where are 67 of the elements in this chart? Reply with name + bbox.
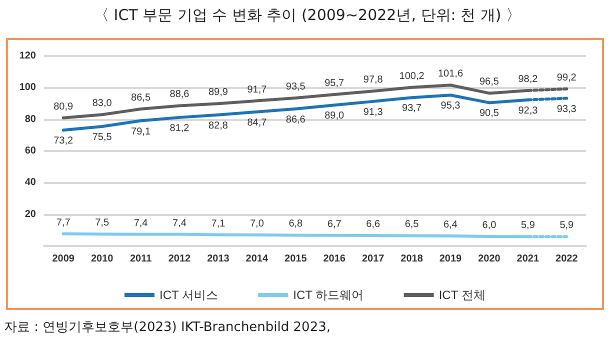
- data-label: 89,9: [208, 87, 228, 98]
- x-tick-label: 2009: [52, 254, 75, 264]
- text: 자료 : 연빙기후보호부(2023) IKT-Branchenbild 2023,: [4, 319, 330, 336]
- data-label: 89,0: [324, 110, 345, 122]
- data-label: 7,0: [250, 218, 264, 230]
- data-label: 7,7: [56, 217, 71, 228]
- data-label: 98,2: [518, 74, 538, 86]
- y-tick-label: 60: [24, 146, 36, 156]
- y-tick-label: 120: [19, 50, 36, 62]
- x-tick-label: 2019: [439, 254, 462, 264]
- y-tick-label: 40: [24, 177, 36, 188]
- legend-label: ICT 하드웨어: [293, 288, 364, 302]
- data-label: 99,2: [556, 72, 577, 84]
- data-label: 5,9: [520, 220, 536, 232]
- data-label: 100,2: [399, 70, 425, 82]
- data-label: 6,7: [327, 218, 342, 230]
- data-label: 92,3: [518, 105, 538, 116]
- y-tick-label: 100: [19, 82, 36, 94]
- data-label: 91,7: [247, 84, 268, 96]
- data-label: 83,0: [92, 98, 112, 110]
- x-tick-label: 2022: [556, 254, 578, 264]
- y-tick-label: 20: [24, 208, 36, 220]
- x-tick-label: 2010: [90, 254, 114, 264]
- data-label: 7,1: [211, 218, 226, 230]
- data-label: 93,7: [402, 103, 422, 114]
- data-label: 93,3: [556, 104, 577, 115]
- data-label: 80,9: [54, 101, 74, 112]
- data-label: 86,6: [286, 114, 306, 126]
- data-label: 7,5: [95, 218, 110, 229]
- data-label: 95,3: [440, 100, 461, 112]
- data-label: 81,2: [170, 122, 190, 134]
- data-label: 6,5: [404, 219, 420, 230]
- data-label: 6,4: [444, 219, 458, 230]
- data-label: 82,8: [208, 120, 228, 132]
- x-tick-label: 2021: [516, 254, 540, 264]
- x-tick-label: 2011: [130, 254, 152, 264]
- data-label: 79,1: [131, 126, 151, 138]
- data-label: 91,3: [363, 106, 384, 118]
- legend-label: ICT 전체: [438, 288, 486, 302]
- x-tick-label: 2018: [400, 254, 424, 264]
- data-label: 73,2: [54, 136, 74, 147]
- data-label: 6,6: [366, 219, 380, 230]
- x-tick-label: 2017: [362, 254, 385, 264]
- data-label: 90,5: [479, 108, 500, 120]
- legend-label: ICT 서비스: [160, 288, 218, 302]
- data-label: 6,0: [482, 220, 497, 231]
- data-label: 101,6: [438, 68, 464, 80]
- data-label: 5,9: [560, 220, 574, 232]
- x-tick-label: 2020: [478, 254, 501, 264]
- data-label: 6,8: [288, 218, 304, 230]
- data-label: 84,7: [247, 117, 268, 128]
- data-label: 88,6: [170, 89, 190, 100]
- y-tick-label: 80: [24, 114, 36, 125]
- data-label: 95,7: [324, 78, 345, 89]
- chart-title: 〈 ICT 부문 기업 수 변화 추이 (2009~2022년, 단위: 천 개) 〉: [93, 6, 522, 25]
- x-tick-label: 2016: [323, 254, 346, 264]
- data-label: 97,8: [363, 74, 384, 86]
- x-tick-label: 2012: [168, 254, 192, 264]
- x-tick-label: 2015: [284, 254, 308, 264]
- data-label: 96,5: [479, 76, 500, 88]
- x-tick-label: 2014: [246, 254, 268, 264]
- data-label: 7,4: [172, 218, 187, 229]
- data-label: 93,5: [286, 81, 306, 92]
- x-tick-label: 2013: [207, 254, 230, 264]
- data-label: 86,5: [131, 92, 151, 104]
- data-label: 7,4: [134, 218, 148, 229]
- data-label: 75,5: [92, 132, 112, 143]
